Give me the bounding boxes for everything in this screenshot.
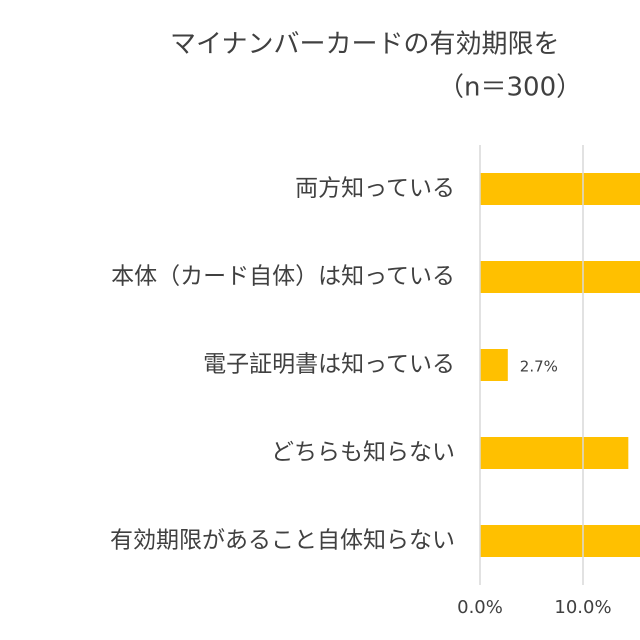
x-tick-label: 0.0% [457, 597, 503, 618]
plot-area: 2.7% [480, 173, 640, 557]
x-tick-label: 10.0% [554, 597, 611, 618]
bar [480, 173, 640, 205]
bar [480, 261, 640, 293]
category-label: どちらも知らない [271, 440, 455, 466]
bar [480, 525, 640, 557]
chart-title: マイナンバーカードの有効期限を [170, 30, 559, 60]
bar [480, 349, 508, 381]
bar [480, 437, 629, 469]
category-label: 電子証明書は知っている [203, 352, 455, 378]
category-label: 有効期限があること自体知らない [110, 528, 455, 554]
chart-subtitle: （n＝300） [438, 73, 582, 103]
category-label: 本体（カード自体）は知っている [111, 264, 455, 290]
value-label: 2.7% [520, 358, 558, 376]
category-label: 両方知っている [295, 176, 455, 202]
